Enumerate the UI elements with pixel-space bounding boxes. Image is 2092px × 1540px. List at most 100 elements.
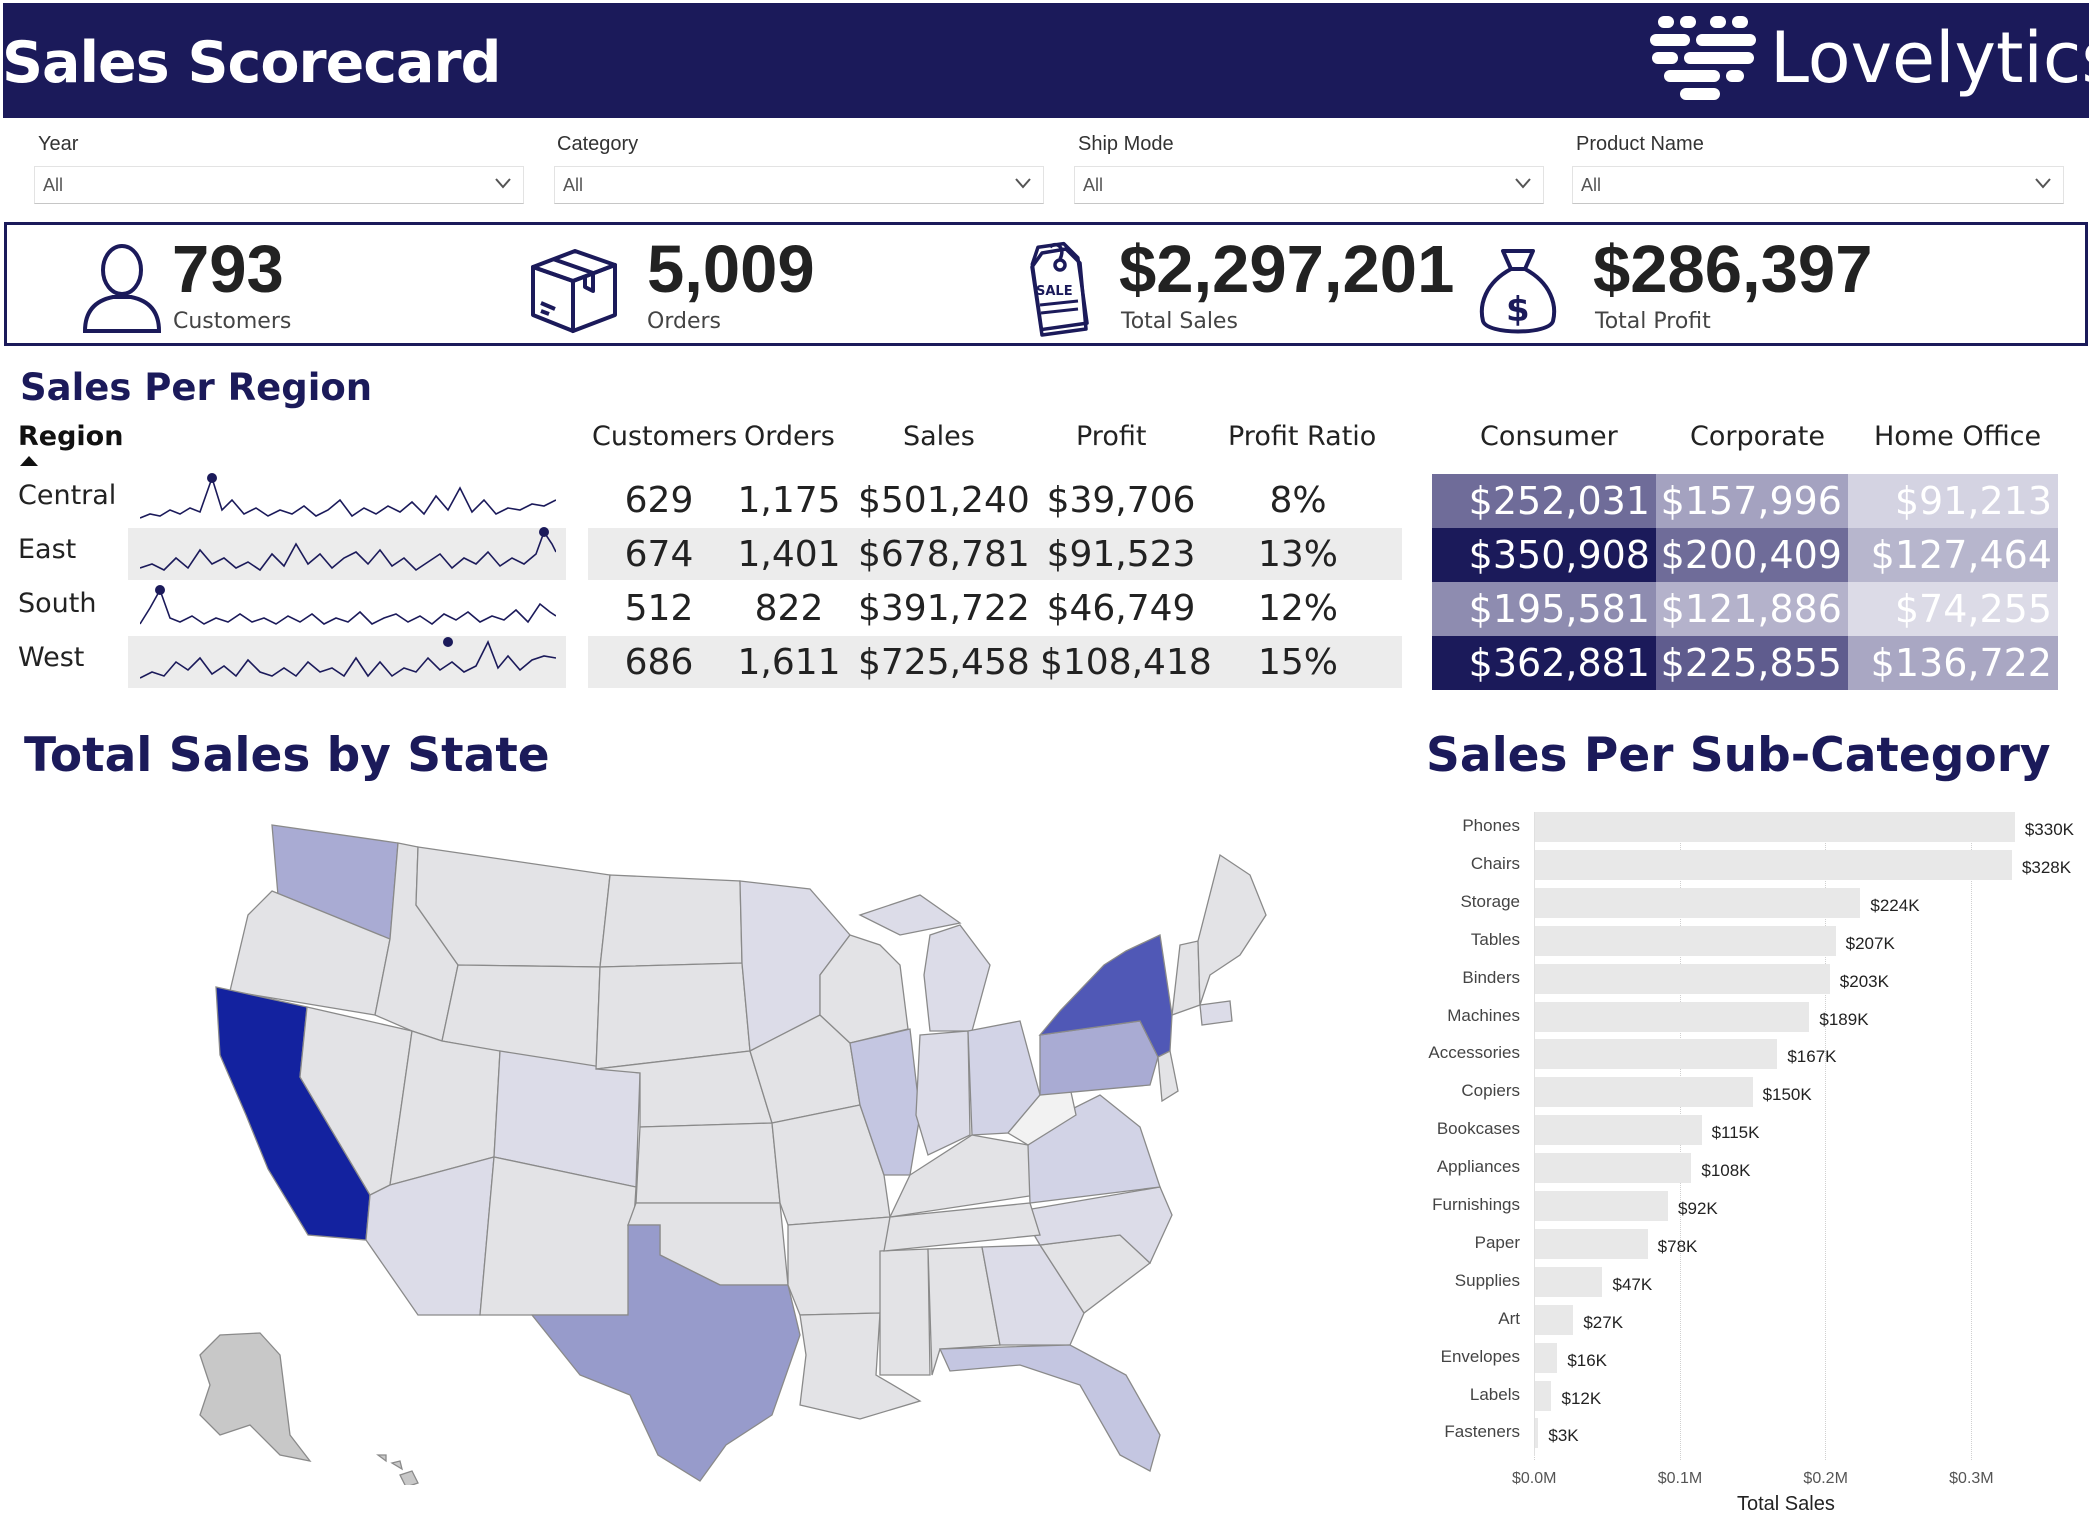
bar-paper[interactable] [1534,1228,1648,1259]
filter-shipmode-value: All [1083,175,1104,195]
region-section-title: Sales Per Region [20,366,373,409]
bar-category-label: Copiers [1461,1081,1520,1101]
filter-product-label: Product Name [1576,133,1704,155]
sparkline-west [140,637,556,679]
central-profit: $39,706 [1046,480,1196,521]
bar-value-label: $189K [1819,1009,1869,1029]
y-axis-line [1534,812,1535,1457]
state-kansas [635,1122,781,1204]
kpi-orders-value: 5,009 [647,232,815,307]
east-sales: $678,781 [858,534,1030,575]
region-name-south: South [18,588,97,619]
heat-central-corporate: $157,996 [1656,474,1848,528]
col-home-office: Home Office [1874,421,2042,452]
sparkline-south [140,585,556,625]
kpi-customers-value: 793 [172,232,284,307]
filter-product-value: All [1581,175,1602,195]
table-row-bg [588,636,1402,688]
bar-bookcases[interactable] [1534,1115,1702,1146]
bar-phones[interactable] [1534,812,2015,842]
bar-category-label: Appliances [1436,1157,1520,1177]
state-massachusetts [1199,1000,1233,1026]
col-orders: Orders [744,421,835,452]
heat-south-home: $74,255 [1848,582,2058,636]
heat-west-corporate: $225,855 [1656,636,1848,690]
bar-storage[interactable] [1534,887,1861,918]
bar-value-label: $203K [1839,971,1889,991]
sort-ascending-icon[interactable] [20,456,38,466]
x-tick-label: $0.0M [1512,1470,1557,1487]
bar-labels[interactable] [1534,1380,1552,1411]
bar-category-label: Tables [1470,929,1520,949]
kpi-customers-label: Customers [173,309,292,334]
lovelytics-logo-icon [1650,16,1756,100]
bar-supplies[interactable] [1534,1266,1603,1297]
bar-appliances[interactable] [1534,1153,1692,1184]
x-gridline [1825,812,1827,1461]
heat-east-home: $127,464 [1848,528,2058,582]
state-mississippi [879,1248,931,1376]
bar-accessories[interactable] [1534,1039,1778,1070]
bar-envelopes[interactable] [1534,1342,1558,1373]
x-gridline [1679,812,1681,1461]
filter-product-dropdown[interactable]: All [1572,166,2064,204]
table-row-bg [588,528,1402,580]
filter-category-dropdown[interactable]: All [554,166,1044,204]
state-michigan [923,924,991,1032]
bar-machines[interactable] [1534,1001,1810,1032]
state-tennessee [883,1202,1041,1252]
filter-shipmode-dropdown[interactable]: All [1074,166,1544,204]
heat-south-consumer: $195,581 [1432,582,1656,636]
south-profit-ratio: 12% [1257,588,1338,629]
filter-year-dropdown[interactable]: All [34,166,524,204]
kpi-band: 793 Customers 5,009 Orders SALE $2,297,2… [4,222,2088,346]
chevron-down-icon [1515,178,1531,189]
region-name-east: East [18,534,77,565]
filter-year-value: All [43,175,64,195]
state-map-title: Total Sales by State [24,728,550,783]
bar-value-label: $3K [1548,1426,1579,1446]
bar-category-label: Furnishings [1432,1195,1520,1214]
state-texas [530,1224,801,1482]
region-name-west: West [18,642,85,673]
bar-furnishings[interactable] [1534,1191,1669,1221]
south-customers: 512 [624,588,694,629]
x-gridline [1534,812,1535,1461]
bar-category-label: Bookcases [1436,1119,1520,1139]
heat-central-home: $91,213 [1848,474,2058,528]
bar-value-label: $167K [1787,1047,1837,1067]
money-bag-icon: $ [1479,249,1557,334]
state-michigan-up [858,894,962,936]
bar-binders[interactable] [1534,963,1830,994]
filter-year-label: Year [38,133,79,155]
bar-chairs[interactable] [1534,849,2012,880]
bar-value-label: $207K [1845,933,1895,953]
east-profit-ratio: 13% [1257,534,1338,575]
bar-tables[interactable] [1534,925,1836,956]
central-customers: 629 [624,480,694,521]
state-alaska [199,1332,312,1462]
bar-fasteners[interactable] [1534,1418,1539,1449]
heat-east-corporate: $200,409 [1656,528,1848,582]
bar-category-label: Phones [1462,816,1520,835]
bar-category-label: Art [1498,1308,1520,1328]
west-profit: $108,418 [1040,642,1212,683]
bar-value-label: $330K [2024,820,2075,839]
state-hawaii [376,1454,419,1485]
bar-value-label: $108K [1701,1161,1751,1181]
heat-west-home: $136,722 [1848,636,2058,690]
sparkline-row-bg [128,528,566,580]
region-column-header[interactable]: Region [18,421,124,452]
east-profit: $91,523 [1046,534,1196,575]
us-state-map[interactable] [160,815,1280,1485]
state-north-dakota [599,874,743,968]
bar-copiers[interactable] [1534,1077,1753,1108]
col-corporate: Corporate [1690,421,1825,452]
state-georgia [981,1244,1085,1346]
west-sales: $725,458 [858,642,1030,683]
bar-art[interactable] [1534,1304,1574,1335]
bar-value-label: $16K [1567,1350,1608,1370]
page-title: Sales Scorecard [2,30,501,96]
bar-category-label: Machines [1447,1005,1520,1025]
filter-category-label: Category [557,133,639,155]
